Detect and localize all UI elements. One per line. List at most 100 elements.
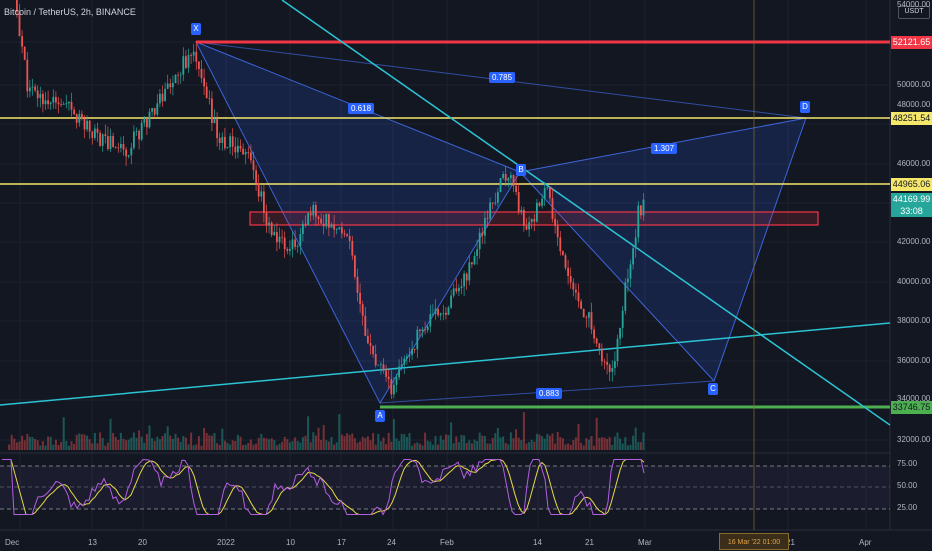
candle-body bbox=[406, 356, 408, 359]
volume-bar bbox=[80, 434, 83, 450]
volume-bar bbox=[70, 441, 73, 450]
volume-bar bbox=[252, 444, 255, 450]
candle-body bbox=[408, 354, 411, 357]
volume-bar bbox=[543, 438, 546, 450]
candle-body bbox=[44, 100, 47, 105]
volume-bar bbox=[528, 442, 531, 450]
candle-body bbox=[520, 210, 523, 212]
candle-body bbox=[616, 338, 619, 362]
volume-bar bbox=[307, 416, 310, 450]
candle-body bbox=[26, 59, 29, 92]
candle-body bbox=[598, 343, 601, 349]
volume-bar bbox=[613, 436, 616, 450]
candle-body bbox=[107, 136, 109, 150]
price-tick: 38000.00 bbox=[897, 316, 931, 325]
volume-bar bbox=[398, 440, 401, 450]
volume-bar bbox=[411, 445, 414, 450]
candle-body bbox=[39, 93, 42, 99]
pattern-point-d[interactable]: D bbox=[800, 101, 810, 113]
volume-bar bbox=[184, 437, 187, 450]
volume-bar bbox=[151, 438, 154, 450]
pattern-bcd-triangle[interactable] bbox=[519, 117, 807, 382]
candle-body bbox=[114, 146, 117, 148]
candle-body bbox=[125, 149, 127, 157]
candle-body bbox=[276, 232, 278, 243]
volume-bar bbox=[268, 439, 271, 450]
candle-body bbox=[205, 86, 208, 99]
volume-bar bbox=[242, 445, 245, 450]
candle-body bbox=[130, 147, 133, 156]
candle-body bbox=[153, 108, 156, 115]
candle-body bbox=[252, 160, 255, 171]
candle-body bbox=[289, 248, 291, 251]
candle-body bbox=[62, 104, 65, 105]
volume-bar bbox=[10, 434, 13, 450]
volume-bar bbox=[572, 440, 575, 450]
candle-body bbox=[416, 329, 419, 350]
ascending-trendline[interactable] bbox=[0, 322, 891, 406]
volume-bar bbox=[117, 439, 120, 450]
candle-body bbox=[156, 103, 159, 115]
volume-bar bbox=[569, 444, 572, 450]
volume-bar bbox=[533, 441, 536, 450]
volume-bar bbox=[270, 438, 273, 450]
candle-body bbox=[564, 255, 567, 268]
pattern-point-b[interactable]: B bbox=[516, 164, 526, 176]
pattern-point-x[interactable]: X bbox=[191, 23, 201, 35]
candle-body bbox=[294, 239, 296, 247]
candle-body bbox=[55, 96, 57, 103]
volume-bar bbox=[203, 427, 206, 450]
candle-body bbox=[101, 134, 104, 146]
volume-bar bbox=[330, 437, 333, 450]
volume-bar bbox=[457, 442, 460, 450]
candle-body bbox=[603, 361, 606, 363]
volume-bar bbox=[364, 438, 367, 450]
volume-bar bbox=[281, 441, 284, 450]
candle-body bbox=[611, 368, 614, 372]
candle-body bbox=[458, 287, 460, 292]
pattern-point-c[interactable]: C bbox=[708, 383, 718, 395]
volume-bar bbox=[15, 442, 18, 450]
pattern-point-a[interactable]: A bbox=[375, 410, 385, 422]
candle-body bbox=[421, 329, 424, 331]
volume-bar bbox=[283, 436, 286, 450]
volume-bar bbox=[369, 440, 372, 450]
volume-bar bbox=[502, 436, 505, 450]
candle-body bbox=[226, 147, 229, 149]
volume-bar bbox=[580, 442, 583, 450]
volume-bar bbox=[109, 418, 112, 450]
volume-bar bbox=[327, 441, 330, 450]
candle-body bbox=[16, 0, 18, 12]
candle-body bbox=[424, 329, 426, 331]
volume-bar bbox=[522, 412, 525, 450]
candle-body bbox=[624, 282, 627, 311]
volume-bar bbox=[231, 440, 234, 450]
volume-bar bbox=[616, 432, 619, 450]
candle-body bbox=[34, 86, 36, 91]
volume-bar bbox=[13, 438, 16, 450]
candle-body bbox=[426, 326, 429, 331]
volume-bar bbox=[377, 433, 380, 450]
volume-bar bbox=[119, 432, 122, 450]
volume-bar bbox=[47, 436, 50, 450]
volume-bar bbox=[31, 437, 34, 450]
candle-body bbox=[161, 93, 164, 102]
currency-button[interactable]: USDT bbox=[898, 6, 930, 19]
volume-bar bbox=[114, 437, 117, 450]
volume-bar bbox=[382, 437, 385, 450]
candle-body bbox=[356, 276, 359, 293]
volume-bar bbox=[551, 433, 554, 450]
descending-trendline[interactable] bbox=[281, 0, 891, 426]
volume-bar bbox=[44, 445, 47, 450]
volume-bar bbox=[8, 444, 11, 450]
candle-body bbox=[244, 152, 247, 155]
volume-bar bbox=[632, 435, 635, 450]
candle-body bbox=[528, 222, 530, 230]
volume-bar bbox=[322, 425, 325, 450]
candle-body bbox=[151, 108, 153, 112]
candle-body bbox=[499, 178, 502, 193]
candle-body bbox=[447, 307, 450, 315]
volume-bar bbox=[444, 434, 447, 450]
volume-bar bbox=[637, 441, 640, 450]
